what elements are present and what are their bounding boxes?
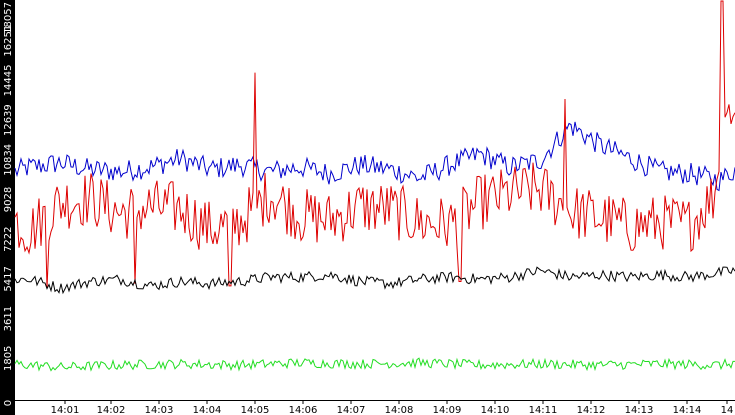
y-tick-label: 10834 — [3, 144, 14, 176]
y-tick-label: 3611 — [3, 306, 14, 331]
x-tick-label: 14:10 — [481, 405, 510, 415]
x-tick-label: 14:02 — [97, 405, 126, 415]
y-tick-label: 1805 — [3, 346, 14, 371]
y-tick-label: 16251 — [3, 25, 14, 57]
y-tick-label: 7222 — [3, 226, 14, 251]
x-tick-label: 14 — [721, 405, 734, 415]
y-tick-label: 14445 — [3, 65, 14, 97]
x-tick-label: 14:07 — [337, 405, 366, 415]
x-tick-label: 14:05 — [241, 405, 270, 415]
x-tick-label: 14:09 — [433, 405, 462, 415]
x-tick-label: 14:01 — [51, 405, 80, 415]
y-tick-label: 12639 — [3, 104, 14, 136]
series-line-2 — [14, 0, 735, 289]
y-axis-ticks: 0 1805 3611 5417 7222 9028 10834 12639 14445 1625… — [3, 2, 14, 406]
series-layer — [14, 0, 735, 372]
x-tick-label: 14:13 — [625, 405, 654, 415]
series-line-3 — [14, 266, 735, 295]
x-tick-label: 14:08 — [385, 405, 414, 415]
x-tick-label: 14:03 — [145, 405, 174, 415]
x-tick-label: 14:14 — [673, 405, 702, 415]
y-tick-label: 9028 — [3, 187, 14, 212]
y-tick-label: 5417 — [3, 266, 14, 291]
x-axis-ticks: 14:01 14:02 14:03 14:04 14:05 14:06 14:07 14:08… — [51, 400, 734, 415]
y-axis-band — [0, 0, 15, 415]
series-line-4 — [14, 357, 735, 372]
x-tick-label: 14:04 — [193, 405, 222, 415]
x-tick-label: 14:06 — [289, 405, 318, 415]
y-tick-label: 18057 — [3, 2, 14, 34]
x-tick-label: 14:12 — [577, 405, 606, 415]
x-tick-label: 14:11 — [529, 405, 558, 415]
y-tick-label: 0 — [3, 400, 14, 406]
series-line-1 — [14, 121, 735, 192]
